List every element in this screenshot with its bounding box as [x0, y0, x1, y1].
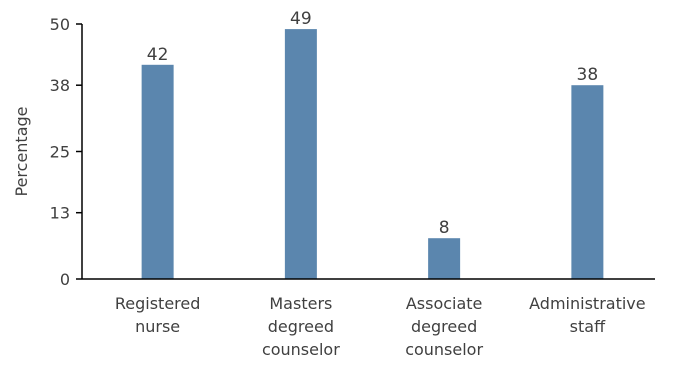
y-tick-label: 25: [50, 143, 70, 162]
category-label-line: counselor: [262, 340, 340, 359]
category-label-line: Administrative: [529, 294, 645, 313]
bar: [141, 64, 174, 279]
bar: [571, 85, 604, 279]
category-label: Administrative staff: [529, 294, 645, 336]
category-label: Masters degreed counselor: [262, 294, 340, 359]
bars: [141, 29, 604, 279]
y-tick-label: 38: [50, 76, 70, 95]
bar: [428, 238, 461, 279]
category-label-line: Masters: [269, 294, 332, 313]
data-label: 49: [290, 9, 312, 29]
bar: [284, 29, 317, 279]
data-label: 42: [147, 45, 169, 65]
data-labels: 42 49 8 38: [147, 9, 598, 238]
category-label-line: nurse: [135, 317, 180, 336]
category-label-line: degreed: [411, 317, 477, 336]
category-label-line: Associate: [406, 294, 483, 313]
category-label: Registered nurse: [115, 294, 201, 336]
y-axis-title: Percentage: [12, 106, 31, 196]
category-label-line: staff: [570, 317, 606, 336]
y-tick-label: 13: [50, 204, 70, 223]
category-label-line: degreed: [268, 317, 334, 336]
data-label: 38: [577, 65, 599, 85]
y-tick-label: 0: [60, 270, 70, 289]
y-axis-ticks: 0 13 25 38 50: [50, 15, 82, 289]
y-tick-label: 50: [50, 15, 70, 34]
data-label: 8: [439, 218, 450, 238]
category-label-line: counselor: [405, 340, 483, 359]
category-label: Associate degreed counselor: [405, 294, 483, 359]
category-label-line: Registered: [115, 294, 201, 313]
